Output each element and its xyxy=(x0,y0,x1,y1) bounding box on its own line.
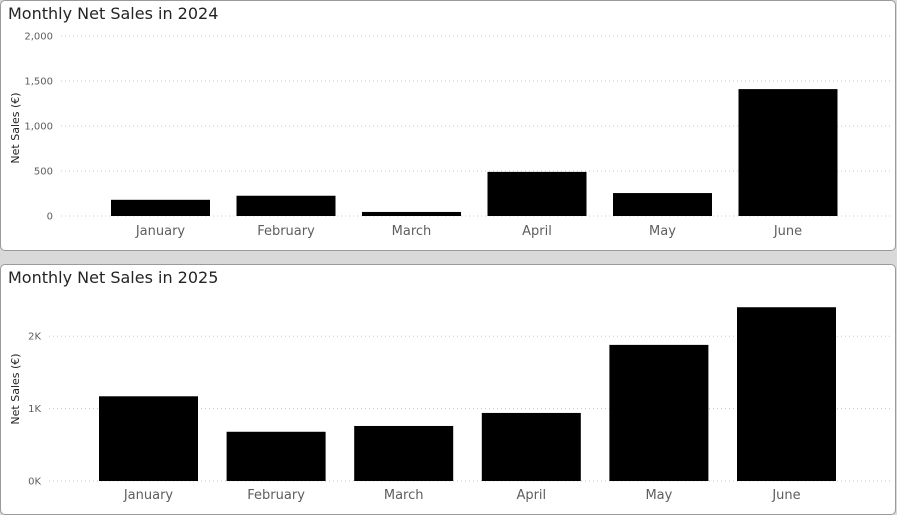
bar-chart-2025: 0K 1K 2K Net Sales (€) January February March A… xyxy=(9,307,893,503)
bar-february[interactable] xyxy=(226,431,326,481)
chart-panel-2025: Monthly Net Sales in 2025 0K 1K 2K Net Sale… xyxy=(0,264,896,515)
bar-june[interactable] xyxy=(737,307,836,481)
x-category-label: June xyxy=(771,488,800,503)
bar-march[interactable] xyxy=(362,211,461,216)
y-axis-title: Net Sales (€) xyxy=(9,353,22,424)
bar-february[interactable] xyxy=(236,195,336,216)
x-category-label: April xyxy=(522,224,552,239)
y-tick-label: 0K xyxy=(28,477,41,488)
bar-april[interactable] xyxy=(487,171,587,216)
x-category-label: May xyxy=(649,224,676,239)
y-tick-label: 1K xyxy=(28,404,41,415)
x-category-label: February xyxy=(247,488,305,503)
y-tick-label: 0 xyxy=(47,212,53,223)
x-category-label: May xyxy=(645,488,672,503)
y-tick-label: 1,500 xyxy=(24,77,53,88)
x-category-label: January xyxy=(135,224,186,239)
chart-title: Monthly Net Sales in 2025 xyxy=(8,268,219,287)
y-tick-label: 2K xyxy=(28,332,41,343)
x-category-label: January xyxy=(123,488,174,503)
bar-april[interactable] xyxy=(481,412,581,481)
x-category-label: February xyxy=(257,224,315,239)
x-category-label: March xyxy=(384,488,424,503)
bar-january[interactable] xyxy=(99,396,198,481)
bar-january[interactable] xyxy=(111,199,210,216)
y-axis-title: Net Sales (€) xyxy=(9,92,22,163)
bar-june[interactable] xyxy=(738,89,838,216)
bar-may[interactable] xyxy=(609,344,709,481)
x-category-label: March xyxy=(392,224,432,239)
chart-title: Monthly Net Sales in 2024 xyxy=(8,4,219,23)
chart-panel-2024: Monthly Net Sales in 2024 0 500 1,000 1,500… xyxy=(0,0,896,251)
bar-may[interactable] xyxy=(613,193,712,216)
x-category-label: June xyxy=(773,224,802,239)
y-tick-label: 500 xyxy=(34,167,53,178)
y-tick-label: 1,000 xyxy=(24,122,53,133)
bar-march[interactable] xyxy=(354,425,454,481)
y-tick-label: 2,000 xyxy=(24,32,53,43)
x-category-label: April xyxy=(516,488,546,503)
bar-chart-2024: 0 500 1,000 1,500 2,000 Net Sales (€) January F… xyxy=(9,32,893,239)
